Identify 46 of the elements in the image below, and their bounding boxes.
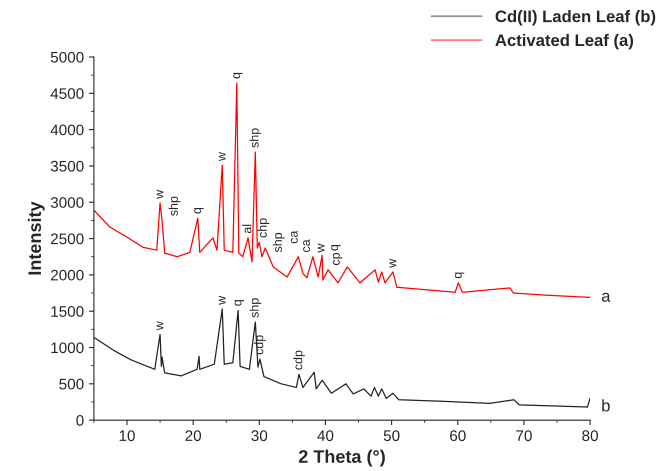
annotation: q <box>454 272 464 278</box>
annotation: b <box>602 399 610 412</box>
annotation: cp <box>332 252 342 266</box>
y-tick-label: 3000 <box>50 197 84 208</box>
legend-label: Activated Leaf (a) <box>495 34 634 50</box>
annotation: al <box>242 224 252 234</box>
x-tick-label: 30 <box>251 430 268 442</box>
x-tick-label: 10 <box>120 430 135 442</box>
annotation: cdp <box>293 350 305 370</box>
annotation: q <box>194 208 204 214</box>
legend-label: Cd(II) Laden Leaf (b) <box>496 10 656 26</box>
annotation: chp <box>258 218 270 238</box>
y-axis-title: Intensity <box>28 202 45 274</box>
annotation: w <box>218 296 226 305</box>
annotation: q <box>331 244 340 251</box>
y-tick-label: 3500 <box>50 160 84 172</box>
x-tick-label: 20 <box>185 430 202 442</box>
annotation: shp <box>272 232 284 252</box>
annotation: ca <box>303 239 310 252</box>
annotation: shp <box>250 128 262 148</box>
annotation: w <box>390 258 396 268</box>
y-tick-label: 4000 <box>50 124 84 136</box>
y-tick-label: 4500 <box>50 88 84 99</box>
y-tick-label: 1500 <box>51 306 84 317</box>
x-tick-label: 40 <box>317 430 334 442</box>
annotation: w <box>218 152 226 162</box>
annotation: ca <box>290 230 298 244</box>
x-tick-label: 50 <box>384 430 400 442</box>
annotation: q <box>233 72 243 78</box>
annotation: q <box>234 300 244 306</box>
x-tick-label: 60 <box>450 430 466 442</box>
annotation: w <box>318 243 324 253</box>
annotation: w <box>156 190 164 199</box>
x-tick-label: 70 <box>516 430 532 442</box>
y-tick-label: 1000 <box>51 342 84 354</box>
y-tick-label: 0 <box>76 415 84 426</box>
annotation: w <box>156 321 164 330</box>
y-tick-label: 5000 <box>50 52 84 63</box>
y-tick-label: 2000 <box>50 270 84 281</box>
annotation: shp <box>250 298 262 318</box>
y-tick-label: 2500 <box>50 233 84 244</box>
x-tick-label: 80 <box>582 430 598 442</box>
annotation: a <box>602 292 610 302</box>
x-axis-title: 2 Theta (°) <box>298 450 385 466</box>
annotation: shp <box>168 196 180 216</box>
y-tick-label: 500 <box>59 378 84 390</box>
